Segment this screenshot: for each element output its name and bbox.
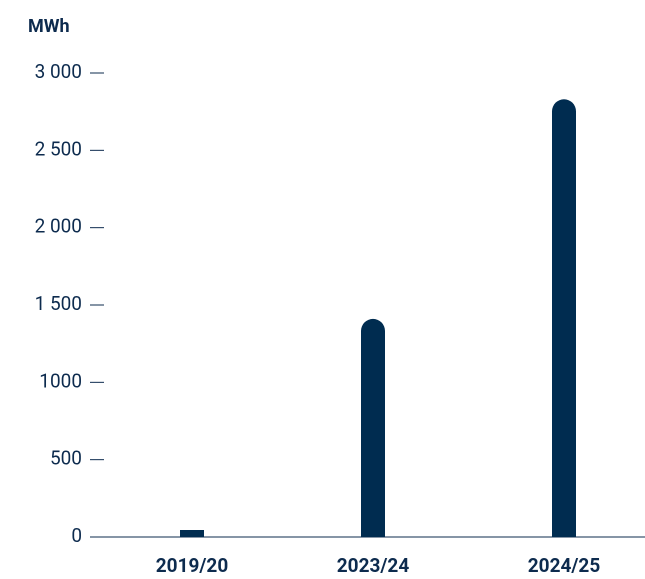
y-tick-label: 500 bbox=[50, 447, 82, 470]
x-tick-label: 2019/20 bbox=[156, 554, 229, 577]
y-tick-label: 0 bbox=[71, 524, 82, 547]
bar bbox=[361, 318, 386, 537]
x-tick-label: 2023/24 bbox=[337, 554, 410, 577]
y-tick-label: 1000 bbox=[39, 369, 82, 392]
bar bbox=[552, 99, 576, 537]
y-tick-label: 2 000 bbox=[35, 215, 82, 238]
x-tick-label: 2024/25 bbox=[528, 554, 601, 577]
y-tick-label: 2 500 bbox=[35, 137, 82, 160]
y-tick-label: 1 500 bbox=[35, 292, 82, 315]
y-axis-label: MWh bbox=[28, 16, 70, 37]
y-tick-label: 3 000 bbox=[35, 60, 82, 83]
bar bbox=[180, 530, 204, 537]
